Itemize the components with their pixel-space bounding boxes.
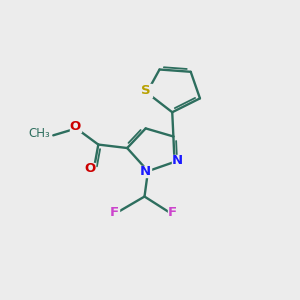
Text: F: F (168, 206, 177, 219)
Text: F: F (110, 206, 118, 219)
Bar (109, 208, 119, 218)
Bar (140, 166, 151, 177)
Bar (84, 163, 95, 174)
Text: CH₃: CH₃ (28, 127, 50, 140)
Text: O: O (84, 162, 95, 175)
Bar (172, 155, 183, 166)
Bar (70, 121, 81, 132)
Text: S: S (141, 84, 151, 97)
Bar (168, 208, 178, 218)
Text: N: N (140, 165, 151, 178)
Bar (139, 84, 152, 97)
Text: O: O (70, 120, 81, 133)
Text: N: N (172, 154, 183, 167)
